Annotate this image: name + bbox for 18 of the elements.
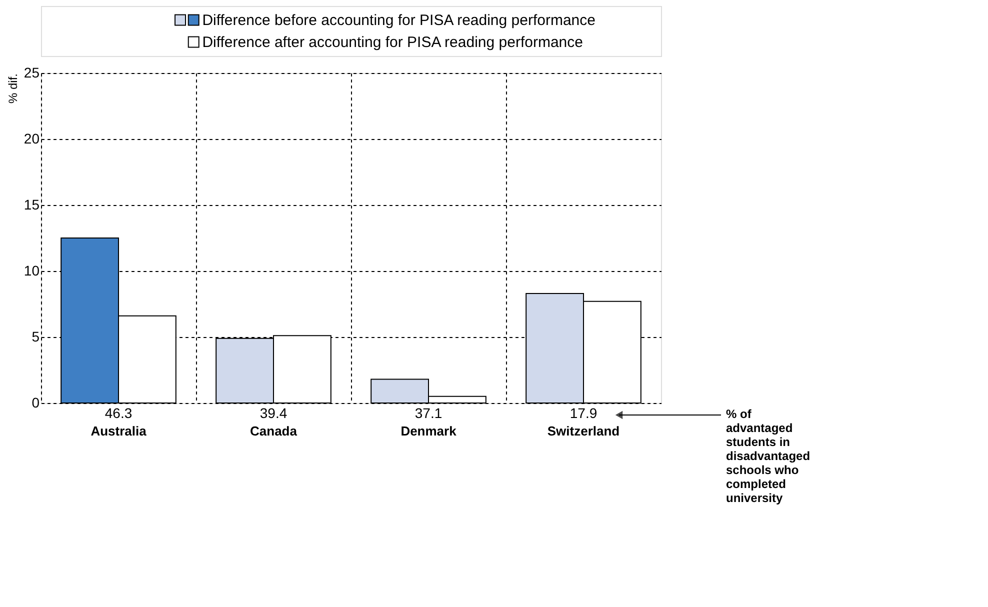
y-tick-label: 25 — [24, 64, 40, 80]
text: 46.3 — [104, 405, 132, 421]
x-tick-label: Denmark — [400, 424, 458, 438]
legend-label: Difference before accounting for PISA reading performance — [202, 12, 596, 29]
y-tick-label: 5 — [32, 328, 40, 344]
y-tick-label: 10 — [24, 262, 40, 278]
text: 37.1 — [414, 405, 442, 421]
x-tick-label: Australia — [90, 424, 148, 438]
x-tick-label: Canada — [250, 424, 298, 438]
text: 39.4 — [260, 405, 288, 421]
text: % of advantaged students in disadvantaged schools who completed university — [726, 407, 810, 505]
y-tick-label: 15 — [24, 196, 40, 212]
y-tick-label: 0 — [32, 394, 40, 410]
legend-label: Difference after accounting for PISA reading performance — [202, 34, 583, 51]
x-tick-label: Switzerland — [547, 424, 620, 438]
y-tick-label: 20 — [24, 130, 40, 146]
text: 17.9 — [570, 405, 598, 421]
y-axis-title: % dif. — [6, 74, 20, 104]
